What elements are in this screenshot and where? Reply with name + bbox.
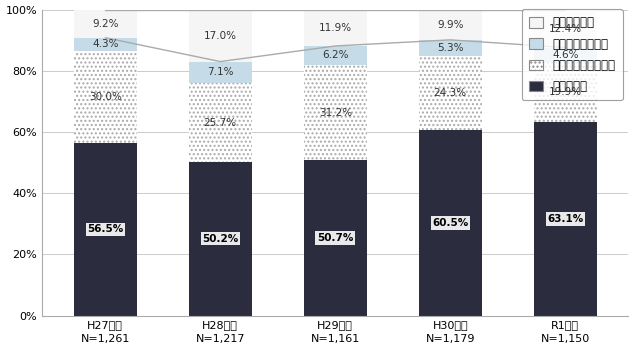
Text: 50.2%: 50.2% [202,234,238,244]
Bar [304,65,367,160]
Bar [534,122,597,316]
Bar [189,62,252,83]
Text: 11.9%: 11.9% [319,23,352,33]
Bar [189,83,252,162]
Bar [189,83,252,162]
Bar [534,9,597,48]
Bar [418,56,482,131]
Text: 25.7%: 25.7% [204,118,237,128]
Bar [304,46,367,65]
Bar [418,131,482,316]
Bar [418,40,482,56]
Bar [534,62,597,122]
Text: 24.3%: 24.3% [434,88,467,98]
Text: 19.9%: 19.9% [548,87,582,97]
Bar [74,9,137,38]
Bar [534,62,597,122]
Text: 4.6%: 4.6% [552,50,578,60]
Bar [74,51,137,143]
Bar [74,143,137,316]
Text: 7.1%: 7.1% [207,68,233,77]
Text: 12.4%: 12.4% [548,23,582,34]
Text: 5.3%: 5.3% [437,43,463,53]
Text: 9.2%: 9.2% [92,19,119,29]
Text: 6.2%: 6.2% [322,50,349,61]
Bar [189,9,252,62]
Bar [189,162,252,316]
Text: 31.2%: 31.2% [319,108,352,118]
Legend: 証券化ローン, 全期間固定金利型, 固定金利期間選択型, 変動金利型: 証券化ローン, 全期間固定金利型, 固定金利期間選択型, 変動金利型 [522,9,623,100]
Text: 17.0%: 17.0% [204,30,236,41]
Bar [74,38,137,51]
Text: 4.3%: 4.3% [92,39,119,49]
Text: 63.1%: 63.1% [547,214,583,224]
Bar [304,9,367,46]
Bar [418,56,482,131]
Text: 9.9%: 9.9% [437,20,463,30]
Text: 30.0%: 30.0% [89,92,122,102]
Bar [74,51,137,143]
Bar [304,65,367,160]
Bar [418,9,482,40]
Text: 50.7%: 50.7% [317,233,353,243]
Bar [534,48,597,62]
Bar [304,160,367,316]
Text: 56.5%: 56.5% [87,224,124,234]
Text: 60.5%: 60.5% [432,218,469,228]
